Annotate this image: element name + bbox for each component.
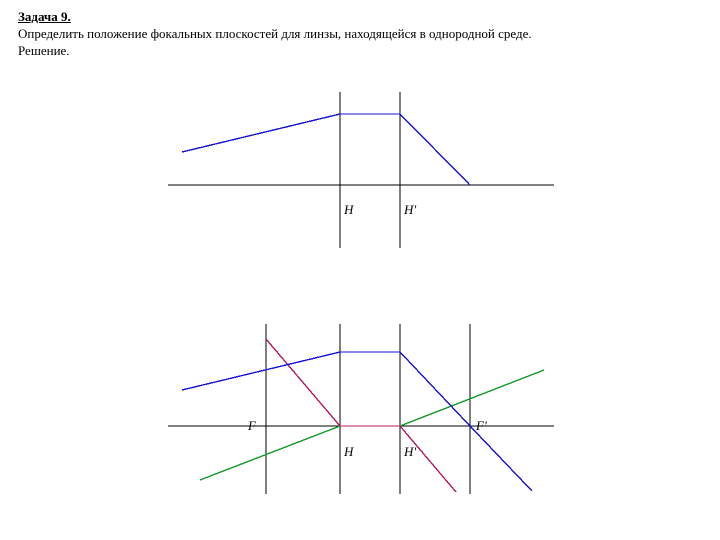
diagram-top: H H' xyxy=(140,80,580,260)
label-H-bottom: H xyxy=(344,444,353,460)
solution-label: Решение. xyxy=(18,43,70,58)
label-F: F xyxy=(248,418,256,434)
label-Fprime: F' xyxy=(476,418,487,434)
label-Hprime-top: H' xyxy=(404,202,416,218)
diagram-top-svg xyxy=(140,80,580,260)
problem-title: Задача 9. xyxy=(18,9,71,24)
label-Hprime-bottom: H' xyxy=(404,444,416,460)
problem-statement: Определить положение фокальных плоскосте… xyxy=(18,26,532,41)
diagram-bottom-svg xyxy=(140,306,580,506)
diagram-bottom: H H' F F' xyxy=(140,306,580,506)
label-H-top: H xyxy=(344,202,353,218)
